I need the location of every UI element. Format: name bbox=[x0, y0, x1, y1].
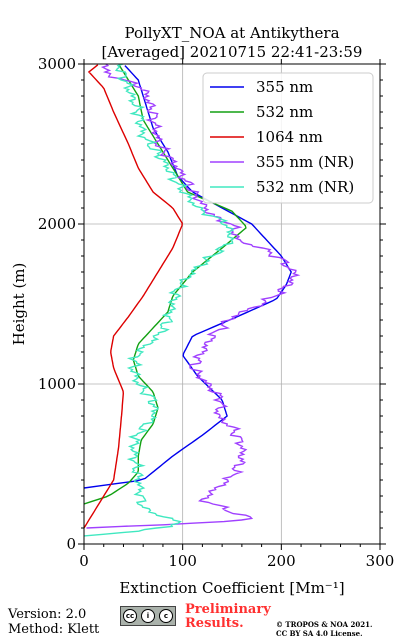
by-icon: i bbox=[141, 609, 155, 623]
method-text: Method: Klett bbox=[8, 622, 100, 637]
chart-subtitle: [Averaged] 20210715 22:41-23:59 bbox=[102, 43, 363, 61]
legend-label: 532 nm bbox=[256, 103, 313, 121]
copyright-line1: © TROPOS & NOA 2021. bbox=[276, 620, 373, 629]
x-tick-label: 200 bbox=[267, 552, 296, 570]
data-lines bbox=[84, 64, 301, 537]
cc-license-badge: cc i c bbox=[120, 606, 176, 626]
y-axis-label: Height (m) bbox=[10, 263, 28, 346]
preliminary-line1: Preliminary bbox=[185, 602, 271, 617]
legend: 355 nm 532 nm 1064 nm 355 nm (NR) 532 nm (NR… bbox=[202, 72, 374, 204]
cc-icon: cc bbox=[123, 609, 137, 623]
x-axis-label: Extinction Coefficient [Mm⁻¹] bbox=[119, 579, 344, 597]
axis-ticks bbox=[78, 59, 386, 550]
preliminary-notice: Preliminary Results. bbox=[185, 603, 271, 631]
series-line bbox=[86, 64, 301, 529]
legend-label: 355 nm (NR) bbox=[256, 153, 354, 171]
version-text: Version: 2.0 bbox=[8, 607, 87, 622]
copyright-line2: CC BY SA 4.0 License. bbox=[276, 629, 363, 638]
y-tick-label: 3000 bbox=[38, 55, 76, 73]
copyright-notice: © TROPOS & NOA 2021. CC BY SA 4.0 Licens… bbox=[276, 620, 372, 638]
x-tick-label: 300 bbox=[366, 552, 395, 570]
preliminary-line2: Results. bbox=[185, 616, 244, 631]
legend-label: 1064 nm bbox=[256, 128, 323, 146]
series-line bbox=[84, 64, 235, 537]
y-tick-label: 2000 bbox=[38, 215, 76, 233]
legend-box bbox=[202, 72, 374, 204]
series-line bbox=[84, 64, 183, 529]
legend-label: 532 nm (NR) bbox=[256, 178, 354, 196]
chart-title: PollyXT_NOA at Antikythera bbox=[124, 24, 339, 42]
x-tick-label: 0 bbox=[79, 552, 89, 570]
y-tick-label: 1000 bbox=[38, 375, 76, 393]
y-tick-label: 0 bbox=[66, 535, 76, 553]
legend-label: 355 nm bbox=[256, 78, 313, 96]
sa-icon: c bbox=[159, 609, 173, 623]
x-tick-label: 100 bbox=[168, 552, 197, 570]
